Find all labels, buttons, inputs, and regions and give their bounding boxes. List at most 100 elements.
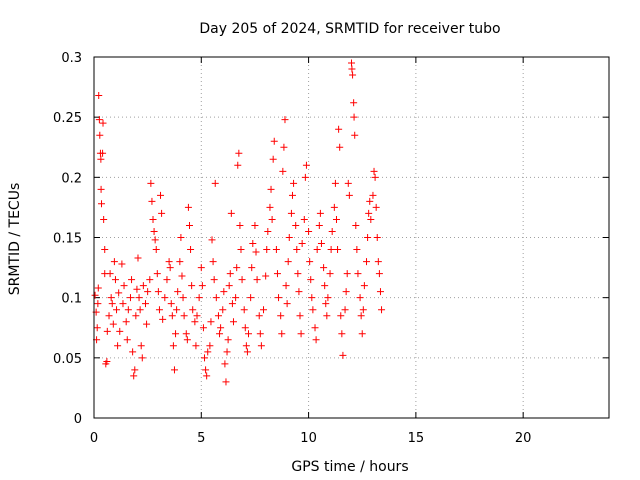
data-point (275, 294, 283, 302)
data-point (281, 116, 289, 124)
data-point (248, 264, 256, 272)
data-point (267, 185, 275, 193)
data-point (216, 330, 224, 338)
data-point (169, 342, 177, 350)
data-point (221, 360, 229, 368)
x-tick-label: 20 (515, 431, 532, 446)
chart-title: Day 205 of 2024, SRMTID for receiver tub… (199, 21, 500, 37)
data-point (103, 327, 111, 335)
data-point (143, 320, 151, 328)
data-point (307, 276, 315, 284)
data-point (124, 306, 132, 314)
data-point (337, 312, 345, 320)
data-point (138, 354, 146, 362)
data-point (335, 125, 343, 133)
data-point (268, 215, 276, 223)
data-point (94, 284, 102, 292)
data-point (134, 254, 142, 262)
data-point (372, 203, 380, 211)
data-point (152, 246, 160, 254)
data-point (302, 161, 310, 169)
data-point (344, 179, 352, 187)
data-point (283, 300, 291, 308)
data-point (202, 366, 210, 374)
data-point (243, 348, 251, 356)
data-point (150, 227, 158, 235)
data-point (273, 270, 281, 278)
data-point (249, 240, 257, 248)
data-point (212, 294, 220, 302)
data-point (109, 320, 117, 328)
data-point (110, 258, 118, 266)
data-point (208, 236, 216, 244)
data-point (359, 306, 367, 314)
data-point (277, 312, 285, 320)
data-point (351, 131, 359, 139)
data-point (115, 289, 123, 297)
data-point (293, 246, 301, 254)
data-point (255, 312, 263, 320)
data-point (142, 300, 149, 308)
data-point (375, 270, 383, 278)
y-tick-label: 0.25 (53, 111, 82, 126)
data-point (93, 324, 101, 332)
x-tick-label: 15 (408, 431, 425, 446)
data-point (342, 288, 350, 296)
data-point (114, 342, 122, 350)
data-point (348, 59, 355, 67)
data-point (95, 116, 103, 124)
data-point (94, 300, 102, 308)
data-point (97, 185, 105, 193)
data-point (172, 330, 180, 338)
data-point (331, 179, 339, 187)
data-point (364, 234, 372, 241)
data-point (354, 270, 362, 278)
data-point (336, 143, 344, 151)
data-point (153, 270, 161, 278)
data-point (242, 342, 250, 350)
data-point (308, 294, 316, 302)
data-point (108, 300, 116, 308)
data-point (136, 306, 144, 314)
data-point (234, 161, 242, 169)
data-point (262, 272, 270, 280)
y-tick-label: 0.3 (61, 51, 82, 66)
data-point (151, 236, 159, 244)
data-point (334, 246, 342, 254)
data-point (222, 378, 230, 386)
data-point (272, 246, 280, 254)
data-point (159, 315, 167, 323)
data-point (363, 258, 371, 266)
data-point (287, 209, 295, 217)
data-point (237, 246, 245, 254)
data-point (266, 203, 274, 211)
data-point (367, 215, 375, 223)
data-point (309, 306, 317, 314)
data-point (178, 272, 186, 280)
data-point (294, 270, 302, 278)
y-tick-label: 0.05 (53, 352, 82, 367)
data-point (285, 234, 293, 241)
data-point (306, 258, 314, 266)
data-point (365, 209, 373, 217)
data-point (209, 258, 217, 266)
data-point (161, 294, 169, 302)
data-point (371, 173, 379, 181)
data-point (99, 119, 107, 127)
data-point (298, 240, 306, 248)
data-point (227, 209, 235, 217)
data-point (373, 234, 381, 241)
data-point (133, 285, 141, 293)
data-point (296, 312, 304, 320)
y-tick-labels: 0 0.05 0.1 0.15 0.2 0.25 0.3 (53, 51, 82, 427)
data-point (188, 282, 196, 290)
data-point (131, 366, 139, 374)
data-point (348, 65, 356, 73)
data-point (204, 348, 212, 356)
x-tick-label: 5 (197, 431, 205, 446)
data-point (257, 342, 265, 350)
data-point (328, 227, 336, 235)
data-point (322, 300, 330, 308)
data-point (207, 318, 215, 326)
